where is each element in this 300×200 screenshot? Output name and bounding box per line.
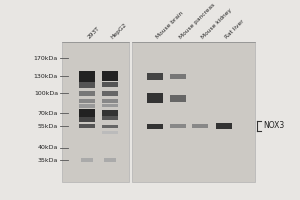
Bar (147, 73, 163, 80)
Bar (102, 110, 118, 117)
Bar (81, 158, 93, 162)
Text: 130kDa: 130kDa (34, 74, 58, 79)
Bar (79, 116, 95, 121)
Bar (104, 158, 116, 162)
Text: HepG2: HepG2 (110, 22, 128, 40)
Bar (102, 124, 118, 128)
Bar (147, 123, 163, 129)
Bar (170, 74, 186, 79)
Text: Mouse kidney: Mouse kidney (200, 8, 233, 40)
Bar (170, 124, 186, 128)
Text: 70kDa: 70kDa (38, 111, 58, 116)
Bar (79, 99, 95, 103)
Bar (192, 124, 208, 128)
Text: Mouse brain: Mouse brain (155, 11, 184, 40)
Text: Rat liver: Rat liver (224, 19, 245, 40)
Bar (147, 93, 163, 103)
Text: 293T: 293T (87, 26, 101, 40)
Text: NOX3: NOX3 (263, 121, 284, 130)
Bar (102, 131, 118, 134)
Bar (102, 116, 118, 120)
Bar (102, 71, 118, 81)
Bar (79, 82, 95, 88)
Text: 40kDa: 40kDa (38, 145, 58, 150)
Text: 170kDa: 170kDa (34, 56, 58, 61)
Text: 100kDa: 100kDa (34, 91, 58, 96)
Text: Mouse pancreas: Mouse pancreas (178, 2, 216, 40)
Bar (62, 42, 129, 182)
Bar (79, 91, 95, 96)
Text: 35kDa: 35kDa (38, 158, 58, 163)
Bar (79, 124, 95, 128)
Text: 55kDa: 55kDa (38, 123, 58, 129)
Bar (102, 91, 118, 96)
Bar (79, 71, 95, 82)
Bar (102, 104, 118, 107)
Bar (170, 95, 186, 102)
Bar (102, 82, 118, 86)
Bar (132, 42, 255, 182)
Bar (102, 99, 118, 103)
Bar (79, 104, 95, 108)
Bar (79, 109, 95, 118)
Bar (216, 123, 232, 129)
